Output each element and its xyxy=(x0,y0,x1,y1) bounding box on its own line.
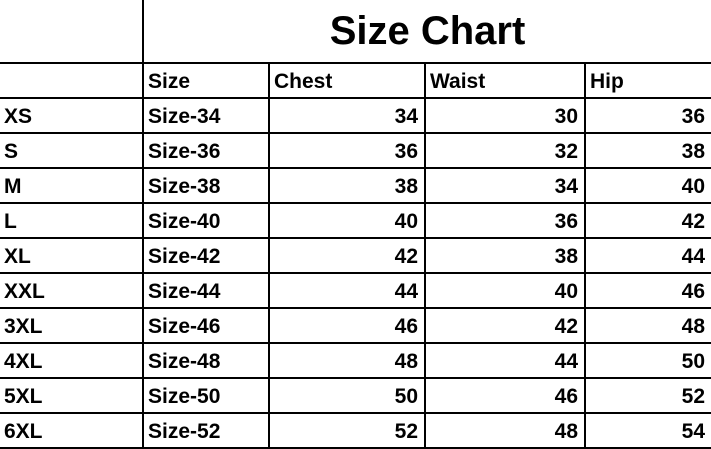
table-row: XXL Size-44 44 40 46 xyxy=(0,272,711,309)
size-label-cell: 5XL xyxy=(0,377,144,414)
size-label-cell: XS xyxy=(0,97,144,134)
hip-cell: 42 xyxy=(584,202,711,239)
size-code-cell: Size-44 xyxy=(142,272,270,309)
size-code-cell: Size-42 xyxy=(142,237,270,274)
chest-cell: 34 xyxy=(268,97,426,134)
size-code-cell: Size-46 xyxy=(142,307,270,344)
waist-cell: 36 xyxy=(424,202,586,239)
size-label-cell: XXL xyxy=(0,272,144,309)
chest-cell: 52 xyxy=(268,412,426,449)
waist-cell: 34 xyxy=(424,167,586,204)
waist-cell: 32 xyxy=(424,132,586,169)
chest-cell: 48 xyxy=(268,342,426,379)
chest-cell: 40 xyxy=(268,202,426,239)
hip-cell: 44 xyxy=(584,237,711,274)
size-label-cell: 4XL xyxy=(0,342,144,379)
waist-cell: 42 xyxy=(424,307,586,344)
size-code-cell: Size-36 xyxy=(142,132,270,169)
header-size: Size xyxy=(142,62,270,99)
chest-cell: 46 xyxy=(268,307,426,344)
hip-cell: 48 xyxy=(584,307,711,344)
table-row: S Size-36 36 32 38 xyxy=(0,132,711,169)
table-row: M Size-38 38 34 40 xyxy=(0,167,711,204)
chest-cell: 44 xyxy=(268,272,426,309)
chest-cell: 38 xyxy=(268,167,426,204)
corner-cell xyxy=(0,0,144,64)
header-waist: Waist xyxy=(424,62,586,99)
hip-cell: 52 xyxy=(584,377,711,414)
waist-cell: 30 xyxy=(424,97,586,134)
size-label-cell: 6XL xyxy=(0,412,144,449)
table-row: 3XL Size-46 46 42 48 xyxy=(0,307,711,344)
table-row: 5XL Size-50 50 46 52 xyxy=(0,377,711,414)
waist-cell: 44 xyxy=(424,342,586,379)
header-blank xyxy=(0,62,144,99)
title-row: Size Chart xyxy=(0,0,711,64)
hip-cell: 46 xyxy=(584,272,711,309)
size-code-cell: Size-50 xyxy=(142,377,270,414)
waist-cell: 46 xyxy=(424,377,586,414)
table-row: XL Size-42 42 38 44 xyxy=(0,237,711,274)
hip-cell: 54 xyxy=(584,412,711,449)
hip-cell: 36 xyxy=(584,97,711,134)
chest-cell: 42 xyxy=(268,237,426,274)
waist-cell: 38 xyxy=(424,237,586,274)
hip-cell: 38 xyxy=(584,132,711,169)
hip-cell: 50 xyxy=(584,342,711,379)
size-code-cell: Size-38 xyxy=(142,167,270,204)
size-label-cell: 3XL xyxy=(0,307,144,344)
table-row: 4XL Size-48 48 44 50 xyxy=(0,342,711,379)
header-chest: Chest xyxy=(268,62,426,99)
chart-title: Size Chart xyxy=(142,0,711,64)
size-label-cell: L xyxy=(0,202,144,239)
chest-cell: 36 xyxy=(268,132,426,169)
waist-cell: 48 xyxy=(424,412,586,449)
size-code-cell: Size-34 xyxy=(142,97,270,134)
header-row: Size Chest Waist Hip xyxy=(0,62,711,99)
size-label-cell: M xyxy=(0,167,144,204)
table-row: 6XL Size-52 52 48 54 xyxy=(0,412,711,449)
size-code-cell: Size-52 xyxy=(142,412,270,449)
table-row: XS Size-34 34 30 36 xyxy=(0,97,711,134)
size-code-cell: Size-40 xyxy=(142,202,270,239)
waist-cell: 40 xyxy=(424,272,586,309)
table-row: L Size-40 40 36 42 xyxy=(0,202,711,239)
chest-cell: 50 xyxy=(268,377,426,414)
size-label-cell: S xyxy=(0,132,144,169)
header-hip: Hip xyxy=(584,62,711,99)
hip-cell: 40 xyxy=(584,167,711,204)
size-label-cell: XL xyxy=(0,237,144,274)
size-code-cell: Size-48 xyxy=(142,342,270,379)
